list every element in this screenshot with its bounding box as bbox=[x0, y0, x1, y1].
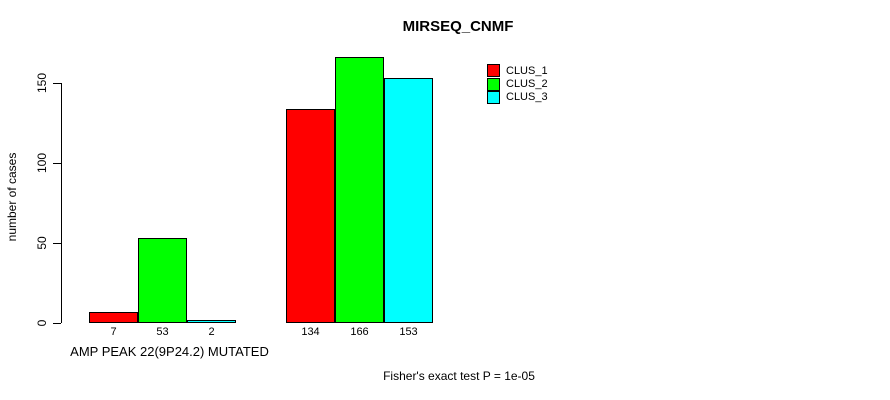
legend-swatch-clus_2 bbox=[487, 77, 500, 91]
bar-value-label-clus_1-group2: 134 bbox=[301, 326, 320, 338]
legend-label-clus_3: CLUS_3 bbox=[506, 91, 548, 104]
bar-clus_3-group2 bbox=[384, 78, 433, 323]
y-tick-label-0: 0 bbox=[35, 319, 49, 327]
legend-swatch-clus_3 bbox=[487, 90, 500, 104]
bar-clus_3-group1 bbox=[187, 319, 236, 323]
y-tick-150 bbox=[53, 82, 61, 84]
legend-item-clus_2: CLUS_2 bbox=[487, 77, 548, 91]
bar-value-label-clus_3-group1: 2 bbox=[208, 326, 215, 338]
bar-value-label-clus_2-group1: 53 bbox=[156, 326, 169, 338]
legend: CLUS_1 CLUS_2 CLUS_3 bbox=[487, 64, 548, 104]
y-tick-50 bbox=[53, 242, 61, 244]
bar-clus_2-group2 bbox=[335, 57, 384, 323]
y-axis-label: number of cases bbox=[5, 152, 19, 242]
y-tick-label-100: 100 bbox=[35, 152, 49, 174]
bar-value-label-clus_2-group2: 166 bbox=[350, 326, 369, 338]
y-tick-0 bbox=[53, 322, 61, 324]
legend-swatch-clus_1 bbox=[487, 64, 500, 78]
legend-label-clus_1: CLUS_1 bbox=[506, 64, 548, 77]
bar-clus_1-group2 bbox=[286, 108, 335, 323]
legend-item-clus_3: CLUS_3 bbox=[487, 90, 548, 104]
bar-value-label-clus_3-group2: 153 bbox=[399, 326, 418, 338]
group-label-1: AMP PEAK 22(9P24.2) MUTATED bbox=[70, 344, 269, 359]
bar-clus_1-group1 bbox=[89, 311, 138, 323]
y-tick-label-50: 50 bbox=[35, 236, 49, 250]
chart-title: MIRSEQ_CNMF bbox=[402, 18, 514, 35]
legend-item-clus_1: CLUS_1 bbox=[487, 64, 548, 78]
y-axis-line bbox=[61, 83, 62, 323]
caption-text: Fisher's exact test P = 1e-05 bbox=[383, 369, 535, 383]
bar-value-label-clus_1-group1: 7 bbox=[110, 326, 117, 338]
y-tick-label-150: 150 bbox=[35, 72, 49, 94]
legend-label-clus_2: CLUS_2 bbox=[506, 78, 548, 91]
bar-clus_2-group1 bbox=[138, 238, 187, 323]
y-tick-100 bbox=[53, 162, 61, 164]
